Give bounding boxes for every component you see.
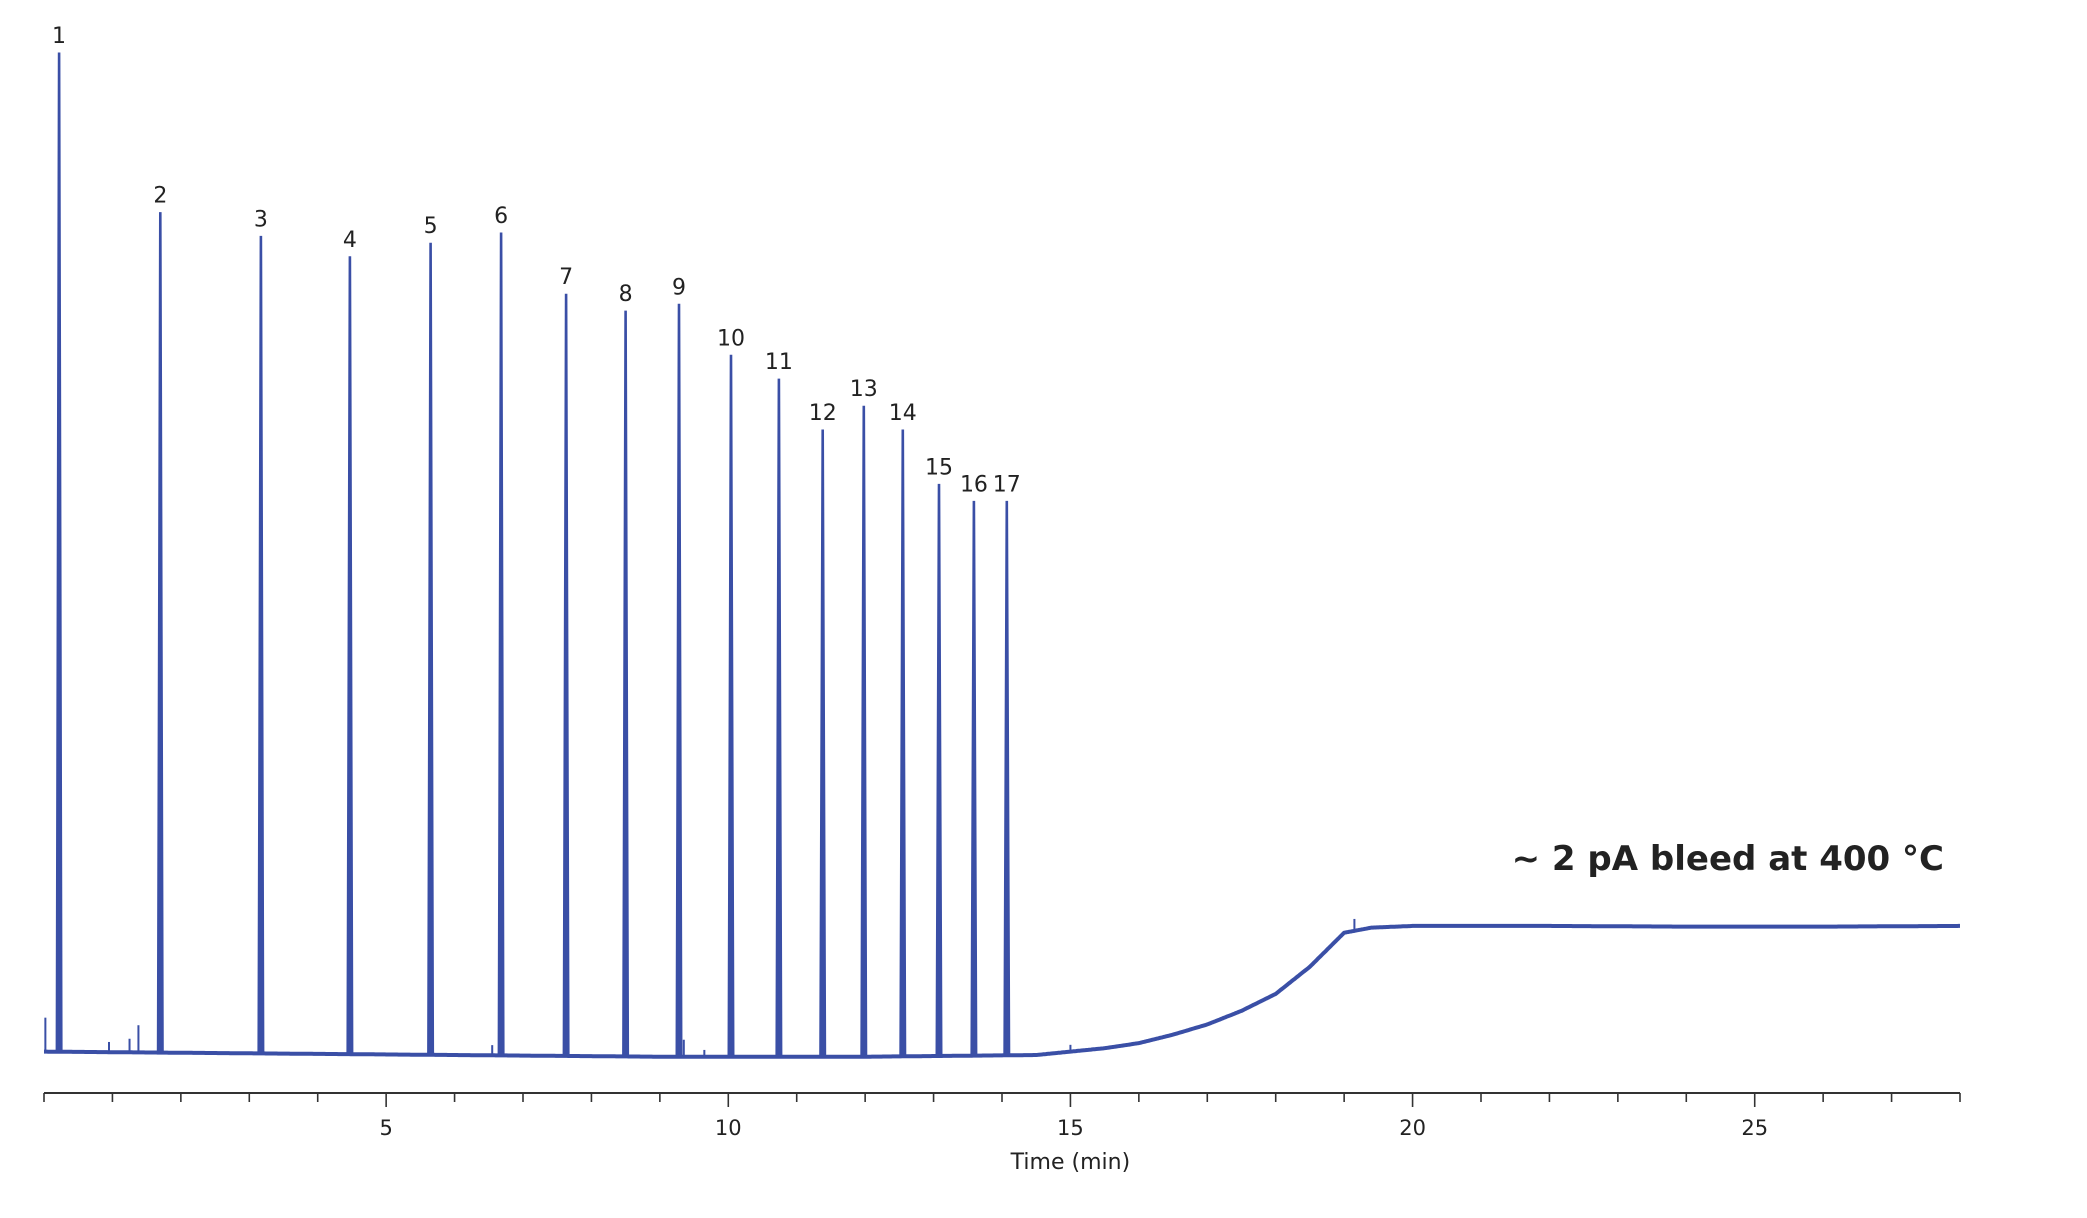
- peak-label-2: 2: [153, 184, 167, 209]
- bleed-annotation: ~ 2 pA bleed at 400 °C: [1512, 839, 1944, 879]
- peak-label-11: 11: [765, 350, 793, 375]
- baseline-trace: [43, 923, 1961, 1059]
- peak-label-12: 12: [809, 401, 837, 426]
- x-tick-label: 20: [1399, 1116, 1426, 1140]
- peak-label-10: 10: [717, 326, 745, 351]
- peak-11: [775, 378, 783, 1058]
- x-tick-label: 15: [1057, 1116, 1084, 1140]
- peak-9: [675, 303, 683, 1058]
- peak-8: [622, 310, 630, 1057]
- peak-label-5: 5: [424, 214, 438, 239]
- x-tick-label: 25: [1741, 1116, 1768, 1140]
- x-axis: 5 10 15 20 25: [43, 1092, 1961, 1140]
- peak-14: [899, 429, 907, 1057]
- x-axis-title: Time (min): [1010, 1150, 1131, 1175]
- peak-16: [970, 500, 978, 1057]
- peak-label-16: 16: [960, 472, 988, 497]
- peak-10: [727, 354, 735, 1058]
- peak-label-6: 6: [494, 204, 508, 229]
- peak-15: [935, 483, 943, 1057]
- peak-7: [562, 293, 570, 1057]
- peak-13: [860, 405, 868, 1058]
- peak-label-3: 3: [254, 207, 268, 232]
- peak-label-7: 7: [559, 265, 573, 290]
- peak-12: [819, 429, 827, 1058]
- peak-label-8: 8: [619, 282, 633, 307]
- peak-label-13: 13: [850, 377, 878, 402]
- peak-17: [1003, 500, 1011, 1056]
- peak-label-4: 4: [343, 228, 357, 253]
- peak-label-17: 17: [993, 472, 1021, 497]
- peak-label-15: 15: [925, 455, 953, 480]
- peak-3: [257, 235, 265, 1054]
- x-tick-label: 5: [379, 1116, 392, 1140]
- peak-label-1: 1: [52, 24, 66, 49]
- x-tick-label: 10: [715, 1116, 742, 1140]
- trace-group: [43, 52, 1961, 1059]
- peak-6: [497, 232, 505, 1056]
- peak-label-9: 9: [672, 275, 686, 300]
- peak-2: [156, 212, 164, 1054]
- peak-5: [427, 242, 435, 1056]
- peak-4: [346, 256, 354, 1055]
- peak-label-14: 14: [889, 401, 917, 426]
- peak-1: [55, 52, 63, 1053]
